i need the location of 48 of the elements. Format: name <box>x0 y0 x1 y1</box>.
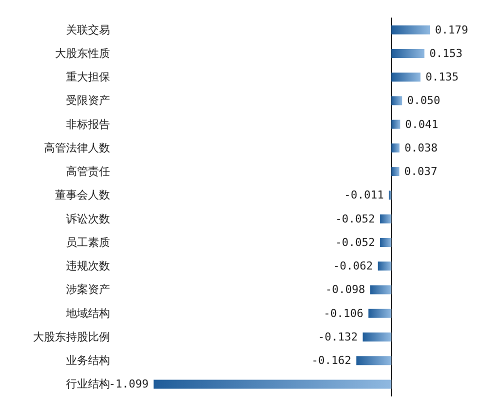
data-label: -0.052 <box>335 236 376 249</box>
data-label: 0.038 <box>404 141 438 154</box>
data-label: -0.132 <box>318 330 358 344</box>
bar <box>368 308 392 318</box>
bar <box>391 167 400 176</box>
bar <box>391 96 402 106</box>
y-tick-label: 关联交易 <box>66 23 110 36</box>
y-tick-label: 涉案资产 <box>66 283 110 296</box>
data-label: -1.099 <box>108 378 149 391</box>
y-tick-label: 业务结构 <box>66 354 110 368</box>
data-label: -0.162 <box>312 354 352 368</box>
bar <box>391 72 420 82</box>
data-label: -0.098 <box>325 283 366 296</box>
bar <box>378 262 392 271</box>
bar <box>356 356 392 366</box>
bar <box>362 332 392 342</box>
y-tick-label: 高管法律人数 <box>44 141 110 154</box>
bar <box>370 285 392 294</box>
y-tick-label: 重大担保 <box>66 70 110 84</box>
y-tick-label: 地域结构 <box>65 306 110 320</box>
bar <box>380 214 392 224</box>
bar <box>391 25 430 34</box>
data-label: -0.062 <box>333 260 373 273</box>
y-tick-label: 受限资产 <box>66 94 110 108</box>
y-tick-label: 违规次数 <box>66 260 110 273</box>
bar <box>391 143 400 152</box>
data-label: 0.179 <box>435 23 468 36</box>
data-label: -0.052 <box>335 212 376 226</box>
data-label: 0.041 <box>405 118 438 131</box>
data-label: -0.011 <box>344 188 384 202</box>
y-tick-label: 大股东性质 <box>55 46 110 60</box>
data-label: 0.037 <box>404 165 438 178</box>
y-tick-label: 行业结构 <box>66 378 110 391</box>
y-tick-label: 高管责任 <box>66 165 110 178</box>
y-tick-label: 董事会人数 <box>55 188 110 202</box>
y-tick-label: 大股东持股比例 <box>33 330 110 344</box>
bar <box>391 48 424 58</box>
data-label: -0.106 <box>324 306 364 320</box>
data-label: 0.135 <box>425 70 459 84</box>
bar <box>391 120 400 129</box>
data-label: 0.153 <box>429 46 463 60</box>
y-tick-label: 员工素质 <box>66 236 110 249</box>
y-tick-label: 非标报告 <box>66 118 110 131</box>
data-label: 0.050 <box>407 94 440 108</box>
bar <box>388 190 392 200</box>
y-tick-label: 诉讼次数 <box>66 212 110 226</box>
bar <box>154 380 392 389</box>
bar <box>380 238 392 247</box>
